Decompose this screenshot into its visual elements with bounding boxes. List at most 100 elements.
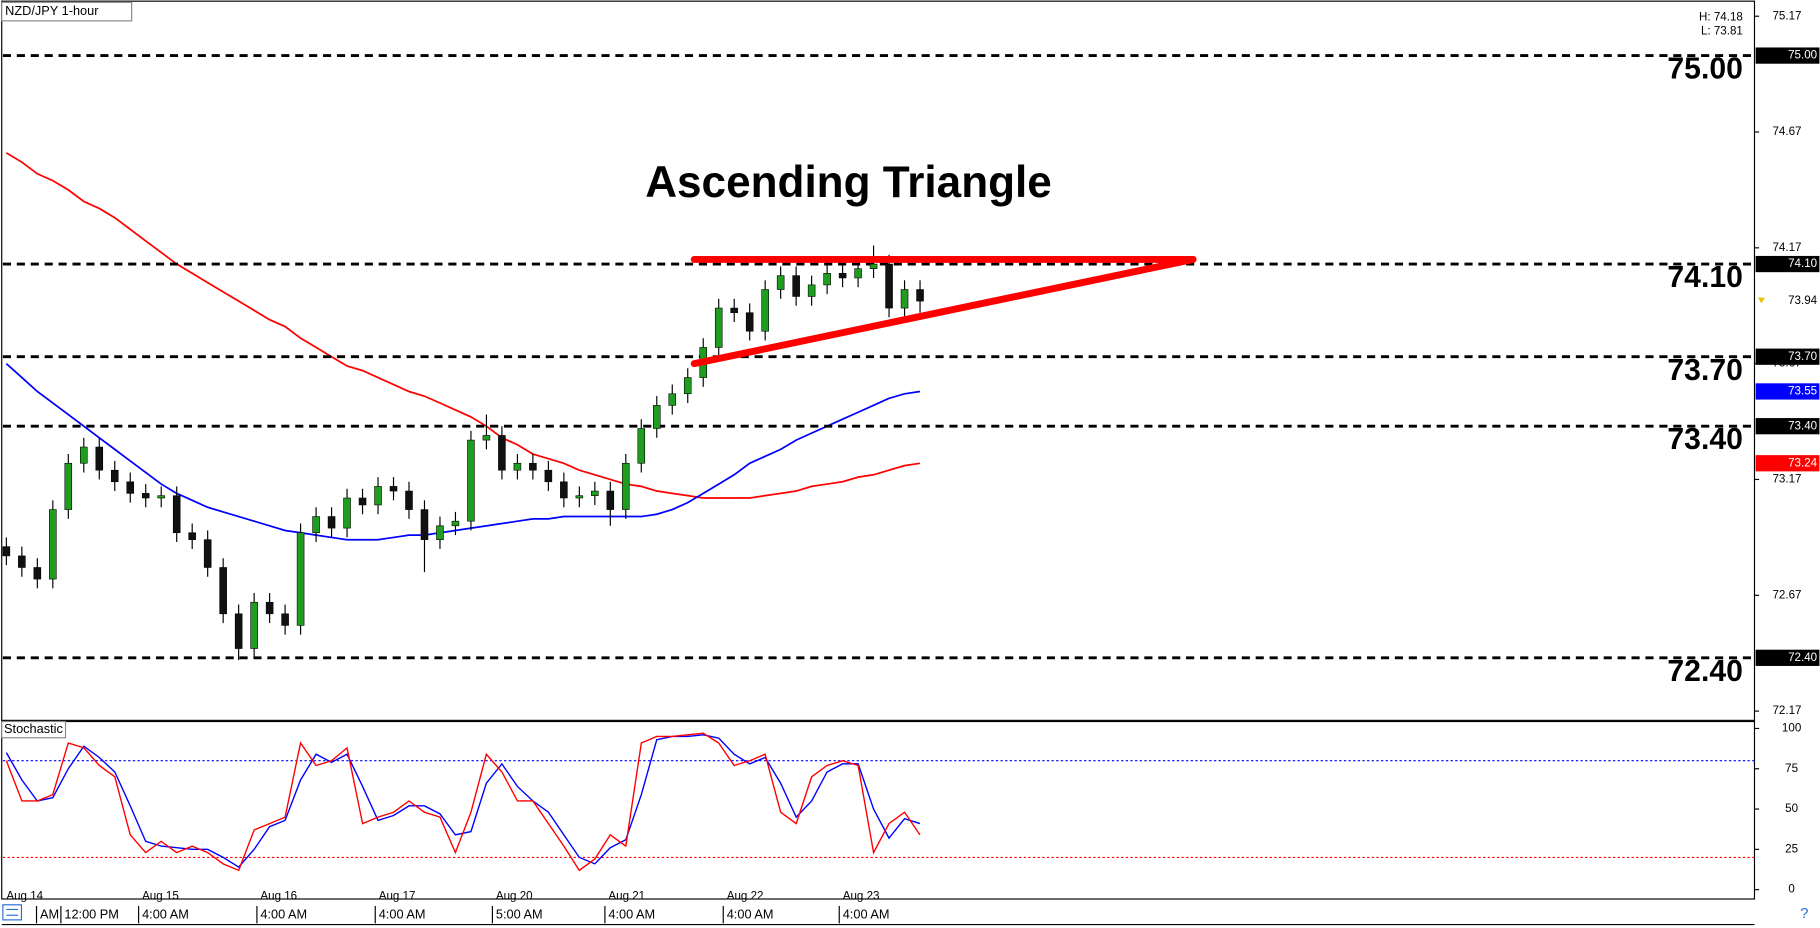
stoch-tick-label: 50 <box>1785 802 1798 815</box>
candle-body <box>436 525 444 540</box>
candle-body <box>374 486 382 506</box>
y-tick-label: 72.17 <box>1772 704 1801 717</box>
time-label: 4:00 AM <box>260 907 307 922</box>
candle-body <box>854 268 862 279</box>
ma-value-label: 73.55 <box>1788 385 1817 398</box>
candle-body <box>745 312 754 332</box>
time-label: 4:00 AM <box>843 907 890 922</box>
level-label: 75.00 <box>1667 53 1742 86</box>
date-label: Aug 14 <box>6 890 43 903</box>
stoch-tick-label: 75 <box>1785 762 1798 775</box>
level-box <box>1755 418 1820 435</box>
candle-body <box>823 273 831 286</box>
y-tick-label: 74.17 <box>1772 241 1801 254</box>
menu-icon[interactable] <box>2 904 23 921</box>
y-tick-label: 74.67 <box>1772 125 1801 138</box>
low-label: L: 73.81 <box>1701 24 1743 37</box>
candle-body <box>838 273 847 279</box>
candle-body <box>80 446 88 464</box>
moving-average <box>5 152 921 499</box>
help-icon[interactable]: ? <box>1800 905 1808 922</box>
symbol-label: NZD/JPY 1-hour <box>5 3 99 18</box>
candle-body <box>792 275 800 297</box>
candle-body <box>575 495 584 499</box>
candle-body <box>482 435 491 441</box>
level-box-label: 74.10 <box>1788 257 1817 270</box>
date-label: Aug 20 <box>496 890 533 903</box>
ma-value-label: 73.24 <box>1788 456 1818 469</box>
candle-body <box>49 509 57 580</box>
level-box <box>1755 255 1820 273</box>
level-box-label: 75.00 <box>1788 49 1817 62</box>
candle-body <box>807 284 816 297</box>
candle-body <box>172 495 181 534</box>
level-box <box>1755 47 1820 64</box>
candle-body <box>188 532 196 540</box>
candle-body <box>18 555 26 568</box>
candle-body <box>714 307 723 348</box>
time-label: 4:00 AM <box>379 907 426 922</box>
ma-value-box <box>1755 455 1820 472</box>
candle-body <box>250 601 258 649</box>
candle-body <box>653 405 661 429</box>
candle-body <box>420 509 429 540</box>
level-label: 74.10 <box>1667 261 1742 294</box>
level-box-label: 72.40 <box>1788 651 1817 664</box>
candle-body <box>234 613 243 649</box>
high-label: H: 74.18 <box>1699 10 1743 23</box>
triangle-support <box>690 255 1197 368</box>
stoch-tick-label: 100 <box>1782 722 1801 735</box>
moving-average <box>5 363 921 541</box>
candle-body <box>467 439 475 522</box>
date-label: Aug 17 <box>379 890 416 903</box>
symbol-box <box>1 1 133 22</box>
candle-body <box>281 613 289 626</box>
candle-body <box>513 462 522 471</box>
candle-body <box>126 481 135 494</box>
candle-body <box>544 469 553 483</box>
level-box-label: 73.40 <box>1788 419 1817 432</box>
candle-body <box>885 263 893 309</box>
candle-body <box>560 481 568 499</box>
date-label: Aug 21 <box>608 890 645 903</box>
candle-body <box>2 546 11 557</box>
y-tick-label: 73.17 <box>1772 473 1801 486</box>
candle-body <box>343 497 351 529</box>
ma-value-box <box>1755 383 1820 400</box>
level-label: 72.40 <box>1667 655 1742 688</box>
stoch-tick-label: 0 <box>1788 883 1794 896</box>
candle-body <box>776 275 785 290</box>
candle-body <box>64 462 73 510</box>
main-panel-border <box>1 0 1756 721</box>
last-price-box <box>1755 292 1820 310</box>
candle-body <box>761 289 769 332</box>
time-label: 4:00 AM <box>142 907 189 922</box>
date-label: Aug 16 <box>260 890 297 903</box>
candle-body <box>405 490 413 510</box>
date-label: Aug 23 <box>843 890 880 903</box>
candle-body <box>312 516 320 534</box>
candle-body <box>327 516 336 529</box>
chart-title: Ascending Triangle <box>645 158 1052 207</box>
candle-body <box>203 539 212 568</box>
time-label: 4:00 AM <box>727 907 774 922</box>
candle-body <box>157 495 165 499</box>
level-box <box>1755 348 1820 365</box>
last-price-label: 73.94 <box>1788 294 1818 307</box>
last-price-arrow <box>1757 297 1765 304</box>
candle-body <box>529 462 537 471</box>
time-label: 4:00 AM <box>608 907 655 922</box>
y-tick-label: 72.67 <box>1772 588 1801 601</box>
candle-body <box>33 567 42 580</box>
stoch-line <box>5 732 921 872</box>
stochastic-label: Stochastic <box>4 721 63 736</box>
level-box <box>1755 649 1820 666</box>
date-label: Aug 15 <box>142 890 179 903</box>
stochastic-box <box>1 720 67 739</box>
candle-body <box>637 428 646 464</box>
candle-body <box>591 490 599 496</box>
candle-body <box>358 497 367 506</box>
